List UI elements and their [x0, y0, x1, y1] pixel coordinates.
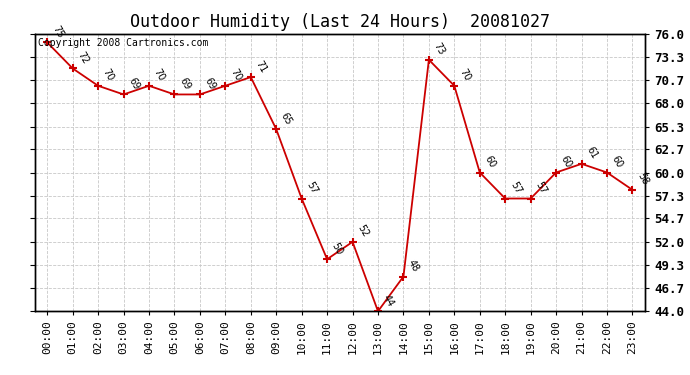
Text: 69: 69 — [177, 76, 192, 92]
Text: 69: 69 — [126, 76, 141, 92]
Text: 75: 75 — [50, 24, 65, 40]
Text: 60: 60 — [559, 154, 573, 170]
Text: 60: 60 — [610, 154, 624, 170]
Title: Outdoor Humidity (Last 24 Hours)  20081027: Outdoor Humidity (Last 24 Hours) 2008102… — [130, 13, 550, 31]
Text: 70: 70 — [457, 67, 472, 83]
Text: 60: 60 — [482, 154, 497, 170]
Text: 70: 70 — [228, 67, 243, 83]
Text: 65: 65 — [279, 111, 294, 126]
Text: 58: 58 — [635, 171, 650, 187]
Text: 70: 70 — [152, 67, 166, 83]
Text: 57: 57 — [508, 180, 523, 196]
Text: 52: 52 — [355, 223, 371, 239]
Text: 72: 72 — [75, 50, 90, 66]
Text: 73: 73 — [432, 41, 446, 57]
Text: Copyright 2008 Cartronics.com: Copyright 2008 Cartronics.com — [37, 38, 208, 48]
Text: 44: 44 — [381, 293, 395, 309]
Text: 57: 57 — [304, 180, 319, 196]
Text: 69: 69 — [203, 76, 217, 92]
Text: 50: 50 — [330, 241, 345, 256]
Text: 61: 61 — [584, 146, 599, 161]
Text: 48: 48 — [406, 258, 421, 274]
Text: 71: 71 — [253, 58, 268, 74]
Text: 57: 57 — [533, 180, 549, 196]
Text: 70: 70 — [101, 67, 116, 83]
